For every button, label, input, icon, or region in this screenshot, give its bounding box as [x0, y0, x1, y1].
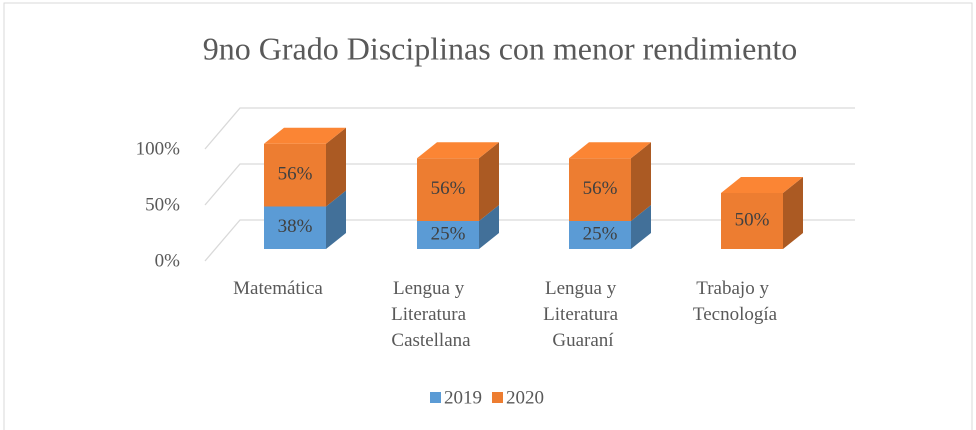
bar-top	[264, 127, 346, 144]
bar-top	[569, 142, 651, 159]
bar	[569, 158, 631, 221]
chart-title: 9no Grado Disciplinas con menor rendimie…	[203, 30, 798, 66]
chart-border	[3, 2, 973, 430]
bar-side	[326, 190, 346, 249]
bar	[569, 221, 631, 249]
bar	[264, 206, 326, 249]
value-label: 38%	[278, 216, 313, 237]
bar	[721, 193, 783, 249]
x-tick-label: Lengua y Literatura Guaraní	[543, 278, 623, 351]
bar-side	[479, 142, 499, 221]
bar	[417, 158, 479, 221]
bar-top	[417, 142, 499, 159]
bar	[417, 221, 479, 249]
x-tick-label: Trabajo y Tecnología	[693, 278, 778, 325]
value-label: 56%	[278, 163, 313, 184]
y-tick-label: 0%	[155, 250, 181, 271]
x-tick-label: Matemática	[233, 278, 323, 299]
x-tick-label: Lengua y Literatura Castellana	[391, 278, 471, 351]
value-label: 56%	[583, 178, 618, 199]
y-tick-label: 100%	[136, 138, 181, 159]
bar-top	[721, 177, 803, 193]
value-label: 25%	[431, 223, 466, 244]
legend-label: 2020	[506, 387, 544, 408]
bar-side	[631, 142, 651, 221]
legend-swatch	[492, 392, 503, 403]
y-tick-label: 50%	[145, 194, 180, 215]
bar	[264, 143, 326, 207]
legend-swatch	[430, 392, 441, 403]
bar-side	[479, 205, 499, 249]
bar-side	[783, 177, 803, 249]
legend-label: 2019	[444, 387, 482, 408]
value-label: 56%	[431, 178, 466, 199]
grid-line	[204, 107, 855, 150]
bar-side	[631, 205, 651, 249]
value-label: 25%	[583, 223, 618, 244]
bar-side	[326, 127, 346, 207]
value-label: 50%	[735, 209, 770, 230]
